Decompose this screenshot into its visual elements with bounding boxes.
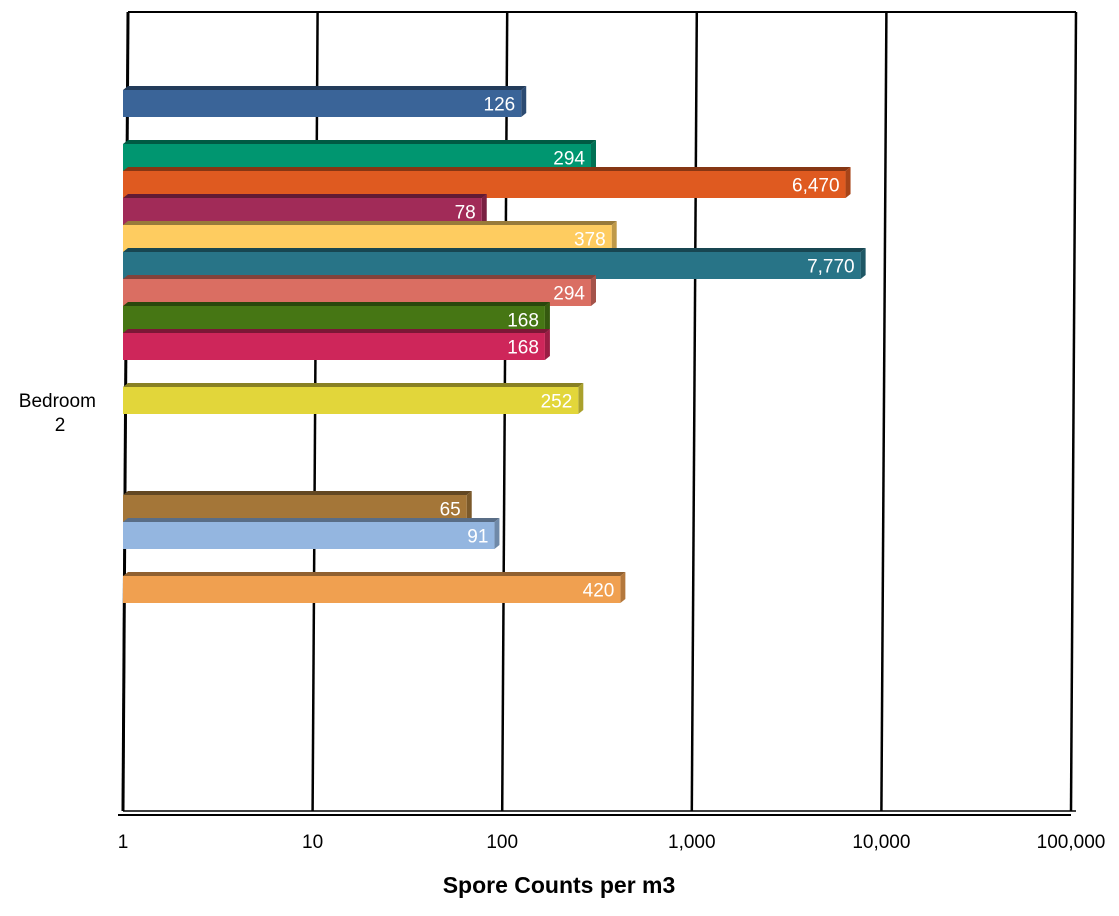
x-tick-label: 1 bbox=[118, 832, 129, 853]
bar-value-label: 126 bbox=[484, 95, 516, 116]
bar-top-face bbox=[123, 518, 499, 522]
bar-end-face bbox=[861, 248, 866, 279]
x-tick-label: 100,000 bbox=[1037, 832, 1106, 853]
bar-end-face bbox=[591, 140, 596, 171]
bar-top-face bbox=[123, 86, 526, 90]
bar: 6,470 bbox=[123, 167, 851, 198]
bar-value-label: 168 bbox=[507, 338, 539, 359]
bar-value-label: 7,770 bbox=[807, 257, 855, 278]
x-tick-label: 10 bbox=[302, 832, 323, 853]
bar: 294 bbox=[123, 275, 596, 306]
x-tick-label: 100 bbox=[486, 832, 518, 853]
bar: 126 bbox=[123, 86, 526, 117]
bar: 7,770 bbox=[123, 248, 866, 279]
bar-front-face bbox=[123, 387, 578, 414]
bar-end-face bbox=[494, 518, 499, 549]
bar-top-face bbox=[123, 572, 625, 576]
bars-layer: 126 294 6,470 78 378 7,770 294 168 168 252 65 91 420 bbox=[123, 86, 866, 603]
bar-top-face bbox=[123, 194, 487, 198]
bar-front-face bbox=[123, 171, 846, 198]
bar-top-face bbox=[123, 329, 550, 333]
bar-front-face bbox=[123, 198, 482, 225]
bar-front-face bbox=[123, 495, 467, 522]
bar-end-face bbox=[521, 86, 526, 117]
bar-value-label: 252 bbox=[541, 392, 573, 413]
bar-top-face bbox=[123, 221, 617, 225]
bar-end-face bbox=[612, 221, 617, 252]
bar-end-face bbox=[467, 491, 472, 522]
bar-top-face bbox=[123, 491, 472, 495]
bar-value-label: 65 bbox=[440, 500, 461, 521]
bar-end-face bbox=[591, 275, 596, 306]
bar-value-label: 168 bbox=[507, 311, 539, 332]
x-tick-label: 10,000 bbox=[852, 832, 910, 853]
bar-end-face bbox=[545, 302, 550, 333]
bar-top-face bbox=[123, 140, 596, 144]
bar-end-face bbox=[578, 383, 583, 414]
bar-front-face bbox=[123, 333, 545, 360]
gridline bbox=[881, 12, 886, 811]
bar-front-face bbox=[123, 144, 591, 171]
x-tick-labels: 1 10 100 1,000 10,000 100,000 bbox=[118, 832, 1106, 853]
bar: 294 bbox=[123, 140, 596, 171]
bar-top-face bbox=[123, 167, 851, 171]
bar: 65 bbox=[123, 491, 472, 522]
gridline bbox=[692, 12, 697, 811]
bar-top-face bbox=[123, 275, 596, 279]
bar-value-label: 294 bbox=[553, 149, 585, 170]
bar-value-label: 78 bbox=[455, 203, 476, 224]
bar-front-face bbox=[123, 225, 612, 252]
bar: 78 bbox=[123, 194, 487, 225]
bar-value-label: 378 bbox=[574, 230, 606, 251]
bar-front-face bbox=[123, 252, 861, 279]
bar-end-face bbox=[846, 167, 851, 198]
bar-value-label: 6,470 bbox=[792, 176, 840, 197]
bar: 168 bbox=[123, 329, 550, 360]
bar: 91 bbox=[123, 518, 499, 549]
bar-front-face bbox=[123, 306, 545, 333]
bar-front-face bbox=[123, 576, 620, 603]
bar-top-face bbox=[123, 248, 866, 252]
bar-value-label: 420 bbox=[583, 581, 615, 602]
x-tick-label: 1,000 bbox=[668, 832, 716, 853]
bar-top-face bbox=[123, 302, 550, 306]
bar-front-face bbox=[123, 522, 494, 549]
bar-top-face bbox=[123, 383, 583, 387]
bar: 252 bbox=[123, 383, 583, 414]
bar: 168 bbox=[123, 302, 550, 333]
bar-front-face bbox=[123, 90, 521, 117]
bar-value-label: 294 bbox=[553, 284, 585, 305]
category-label: Bedroom 2 bbox=[19, 391, 101, 436]
x-axis-title: Spore Counts per m3 bbox=[443, 872, 676, 898]
bar: 420 bbox=[123, 572, 625, 603]
bar-end-face bbox=[482, 194, 487, 225]
bar-end-face bbox=[620, 572, 625, 603]
bar-front-face bbox=[123, 279, 591, 306]
bar-value-label: 91 bbox=[467, 527, 488, 548]
gridline bbox=[1071, 12, 1076, 811]
bar: 378 bbox=[123, 221, 617, 252]
bar-end-face bbox=[545, 329, 550, 360]
